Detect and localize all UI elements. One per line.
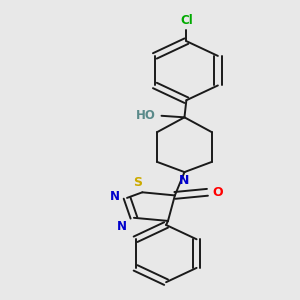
Text: S: S bbox=[133, 176, 142, 189]
Text: HO: HO bbox=[136, 109, 156, 122]
Text: N: N bbox=[179, 174, 190, 187]
Text: N: N bbox=[110, 190, 120, 203]
Text: O: O bbox=[212, 186, 223, 199]
Text: N: N bbox=[117, 220, 127, 233]
Text: Cl: Cl bbox=[180, 14, 193, 27]
